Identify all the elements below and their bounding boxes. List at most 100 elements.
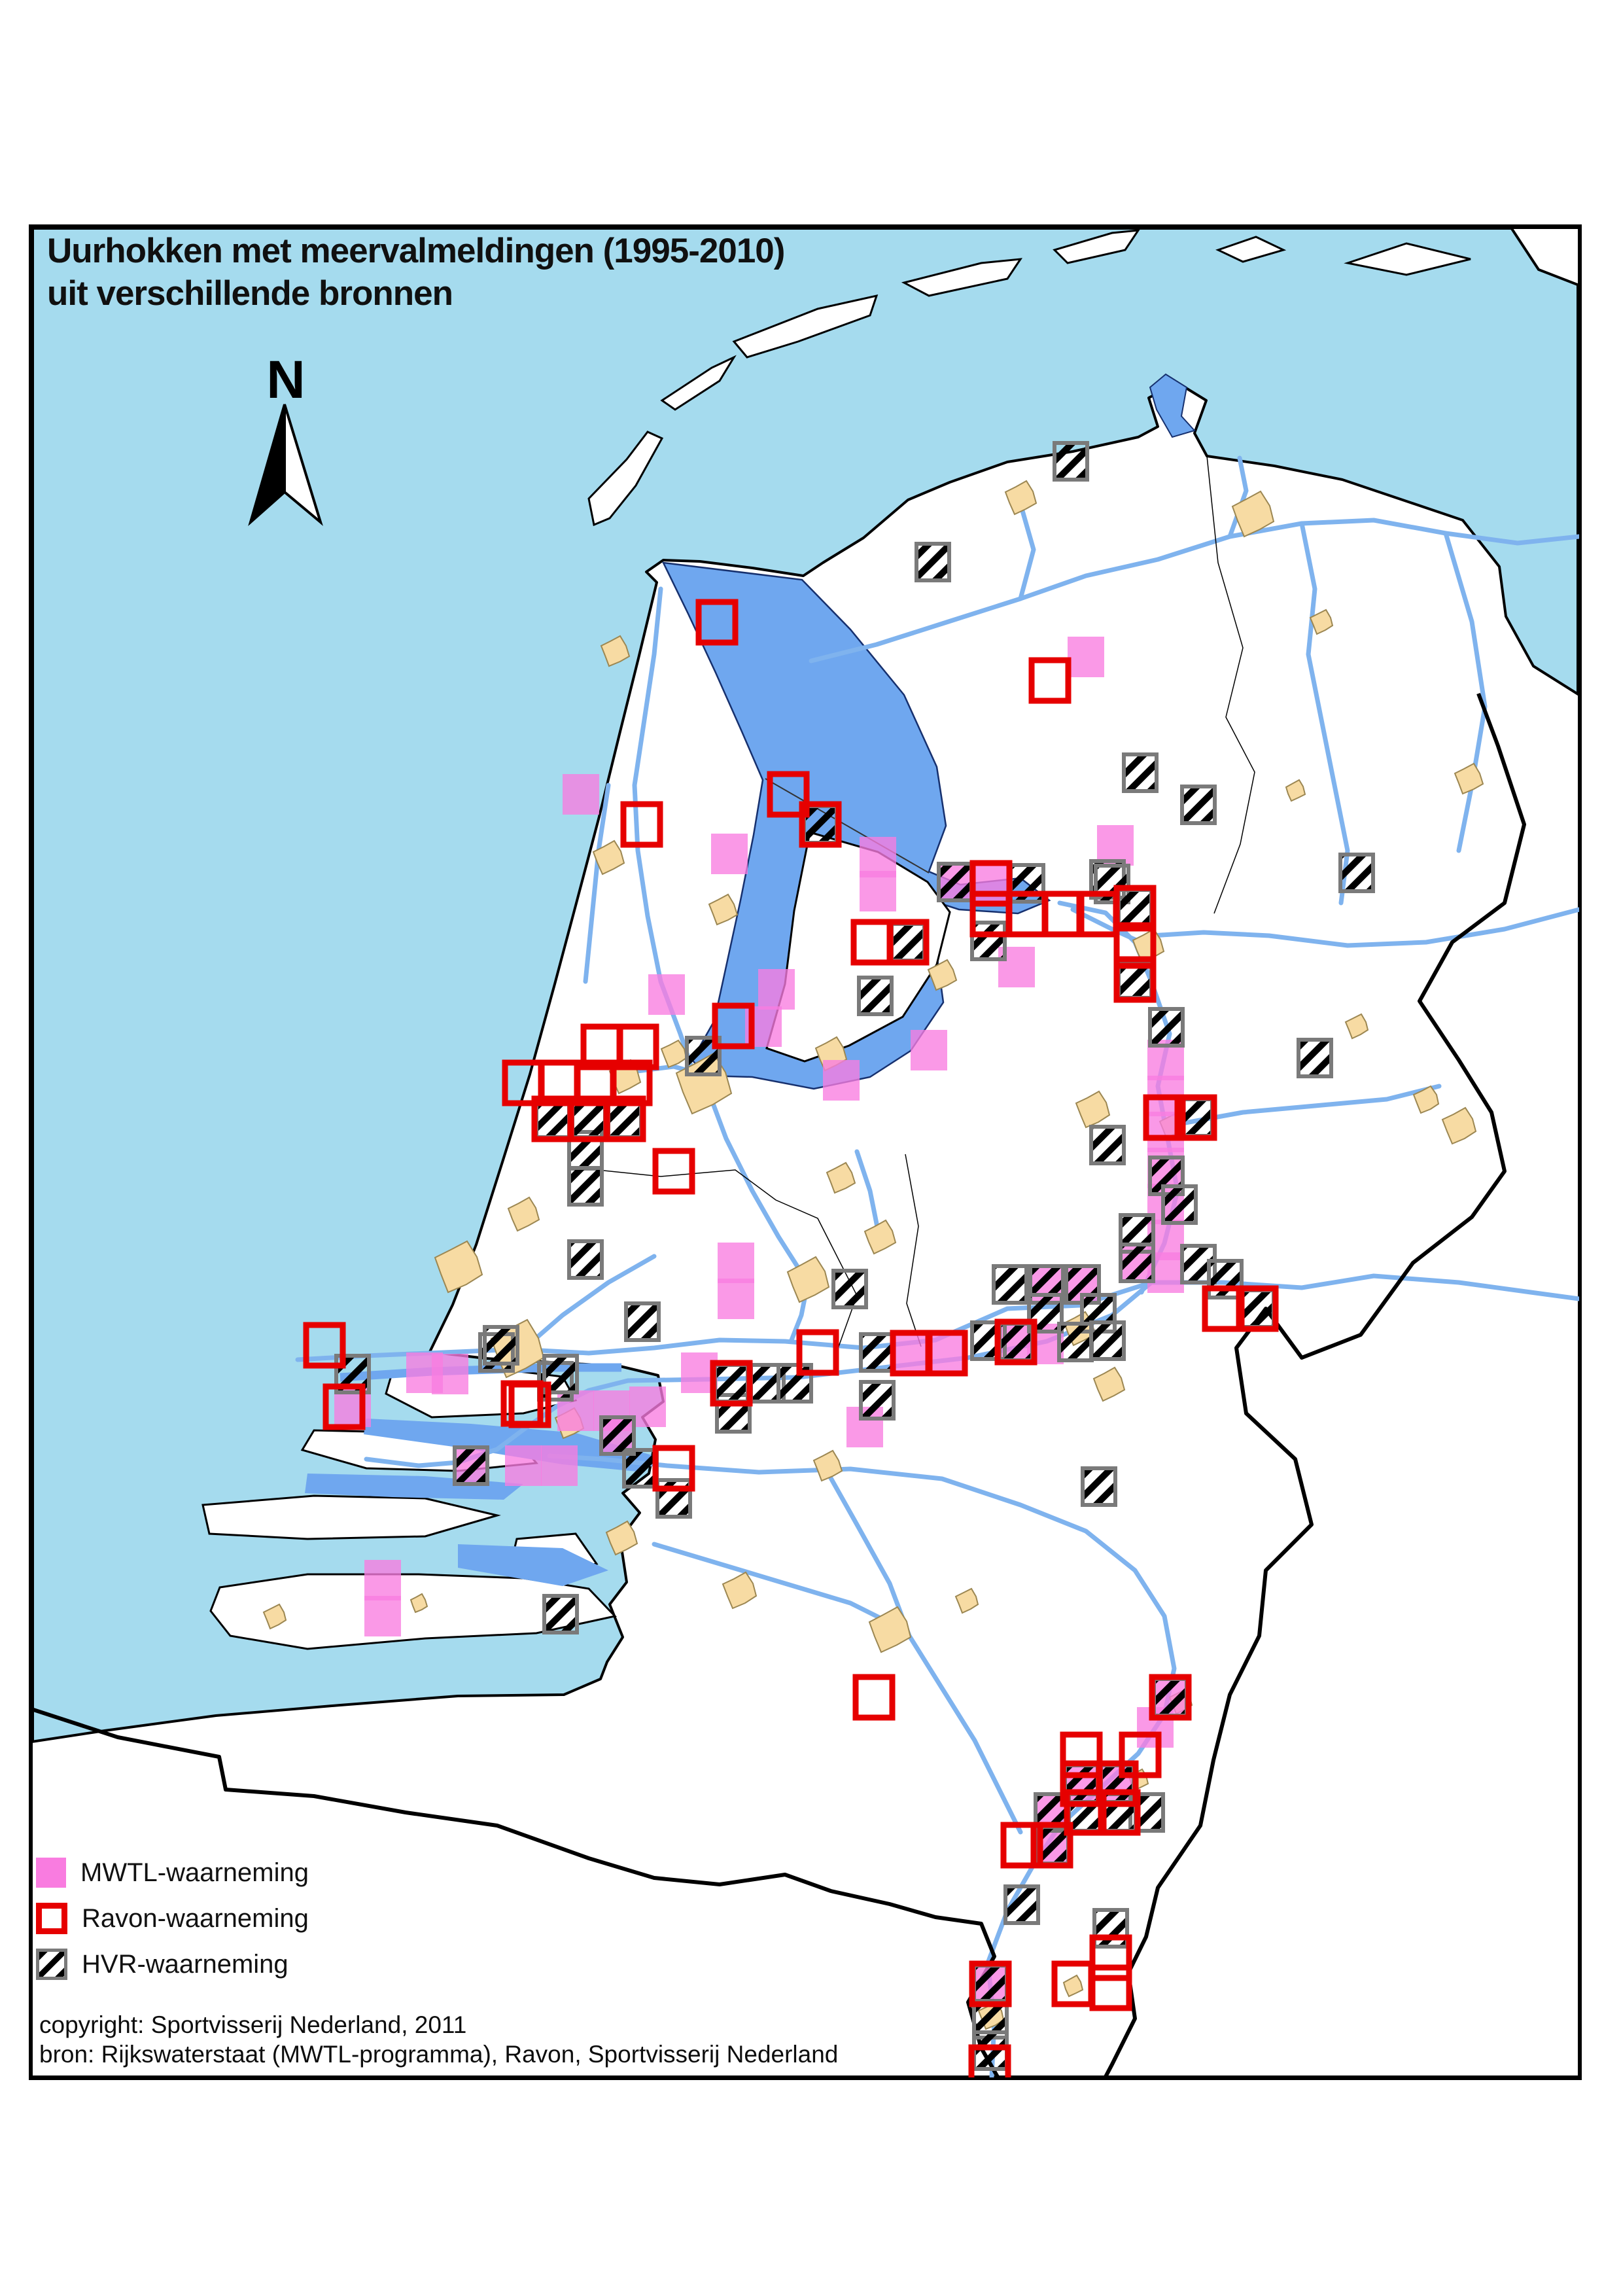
mwtl-square — [823, 1060, 860, 1101]
ravon-square — [652, 1445, 695, 1492]
ravon-square — [767, 771, 810, 818]
hvr-square — [1089, 1125, 1126, 1165]
north-arrow — [248, 404, 323, 527]
hvr-square — [1119, 1243, 1155, 1283]
urban-area — [592, 839, 625, 875]
urban-area — [1062, 1974, 1084, 1998]
ravon-markers-layer — [303, 599, 1279, 2077]
legend-item-ravon: Ravon-waarneming — [36, 1903, 309, 1934]
country-borders — [31, 455, 1526, 2077]
hvr-square — [1152, 1677, 1189, 1718]
urban-area — [1004, 480, 1037, 516]
hvr-square — [655, 1478, 692, 1519]
mwtl-square — [928, 1333, 965, 1373]
hvr-square — [567, 1239, 604, 1280]
source-line: bron: Rijkswaterstaat (MWTL-programma), … — [39, 2041, 839, 2068]
hvr-square — [972, 1964, 1009, 2004]
river — [1227, 455, 1249, 539]
ravon-square — [508, 1381, 551, 1428]
ravon-square — [1000, 1822, 1043, 1869]
hvr-square — [1239, 1288, 1276, 1329]
island-schouwen — [201, 1494, 501, 1540]
lauwersmeer — [1149, 373, 1196, 438]
hvr-square — [453, 1445, 489, 1486]
urban-area — [708, 893, 739, 926]
german-coast-corner — [1508, 227, 1579, 287]
hvr-square — [1338, 853, 1375, 893]
island-terschelling — [732, 294, 879, 359]
mwtl-swatch-icon — [36, 1858, 66, 1888]
ravon-square — [616, 1023, 659, 1070]
hvr-square — [970, 921, 1007, 961]
north-arrow-right-half — [283, 404, 323, 526]
mwtl-square — [648, 974, 685, 1015]
urban-area — [868, 1606, 912, 1653]
map-title: Uurhokken met meervalmeldingen (1995-201… — [47, 230, 785, 315]
river — [1018, 501, 1036, 601]
river — [521, 1254, 657, 1352]
mwtl-square — [364, 1596, 401, 1636]
river — [809, 518, 1579, 663]
houtribdijk — [765, 778, 930, 874]
ravon-square — [852, 1674, 896, 1721]
water-layer — [305, 373, 1196, 1586]
hvr-square — [992, 1264, 1028, 1305]
island-borkum — [1344, 242, 1471, 276]
ravon-square — [994, 1318, 1037, 1366]
hvr-square — [859, 1380, 896, 1421]
urban-area — [812, 1449, 843, 1482]
urban-area — [1092, 1366, 1126, 1402]
river — [652, 1542, 892, 1625]
ravon-swatch-icon — [36, 1903, 67, 1934]
urban-area — [927, 959, 958, 991]
urban-area — [434, 1240, 483, 1294]
river — [632, 586, 696, 1076]
hvr-square — [1089, 1320, 1126, 1361]
ravon-square — [1089, 1934, 1132, 1981]
river — [583, 783, 611, 984]
urban-area — [1285, 779, 1306, 802]
ravon-square — [1113, 922, 1157, 969]
urban-area — [1075, 1090, 1111, 1129]
ravon-square — [1119, 1731, 1162, 1778]
hvr-square — [483, 1325, 519, 1366]
ravon-square — [1051, 1960, 1094, 2007]
ravon-square — [886, 919, 930, 966]
mwtl-square — [860, 871, 896, 911]
urban-area — [1441, 1106, 1477, 1145]
ravon-square — [1113, 885, 1157, 932]
urban-area — [954, 1587, 979, 1614]
island-rottum — [1215, 236, 1287, 263]
mwtl-square — [1068, 637, 1104, 677]
mwtl-square — [563, 774, 599, 815]
hvr-square — [1297, 1038, 1333, 1078]
ravon-square — [322, 1383, 366, 1430]
island-texel — [587, 431, 664, 527]
island-ameland — [901, 258, 1023, 297]
urban-area — [722, 1571, 758, 1610]
province-border-3 — [905, 1154, 922, 1347]
ravon-square — [796, 1329, 839, 1376]
hvr-square — [1092, 1908, 1129, 1949]
river — [1299, 521, 1350, 906]
hvr-square — [831, 1269, 868, 1309]
hvr-square — [972, 2030, 1009, 2071]
hvr-square — [776, 1363, 813, 1404]
north-label: N — [266, 350, 305, 410]
legend-label-hvr: HVR-waarneming — [82, 1949, 288, 1979]
ravon-square — [1030, 1822, 1073, 1869]
hvr-square — [713, 1363, 750, 1404]
hvr-square — [1161, 1184, 1198, 1225]
mwtl-square — [364, 1560, 401, 1600]
ravon-square — [620, 801, 663, 848]
ravon-square — [1098, 1789, 1141, 1836]
hvr-square — [1003, 1884, 1040, 1925]
mwtl-square — [718, 1279, 754, 1319]
hvr-square — [890, 922, 926, 963]
urban-area — [1454, 762, 1484, 795]
ravon-square — [303, 1322, 346, 1369]
urban-area — [507, 1196, 540, 1232]
hvr-square — [1081, 1466, 1117, 1507]
